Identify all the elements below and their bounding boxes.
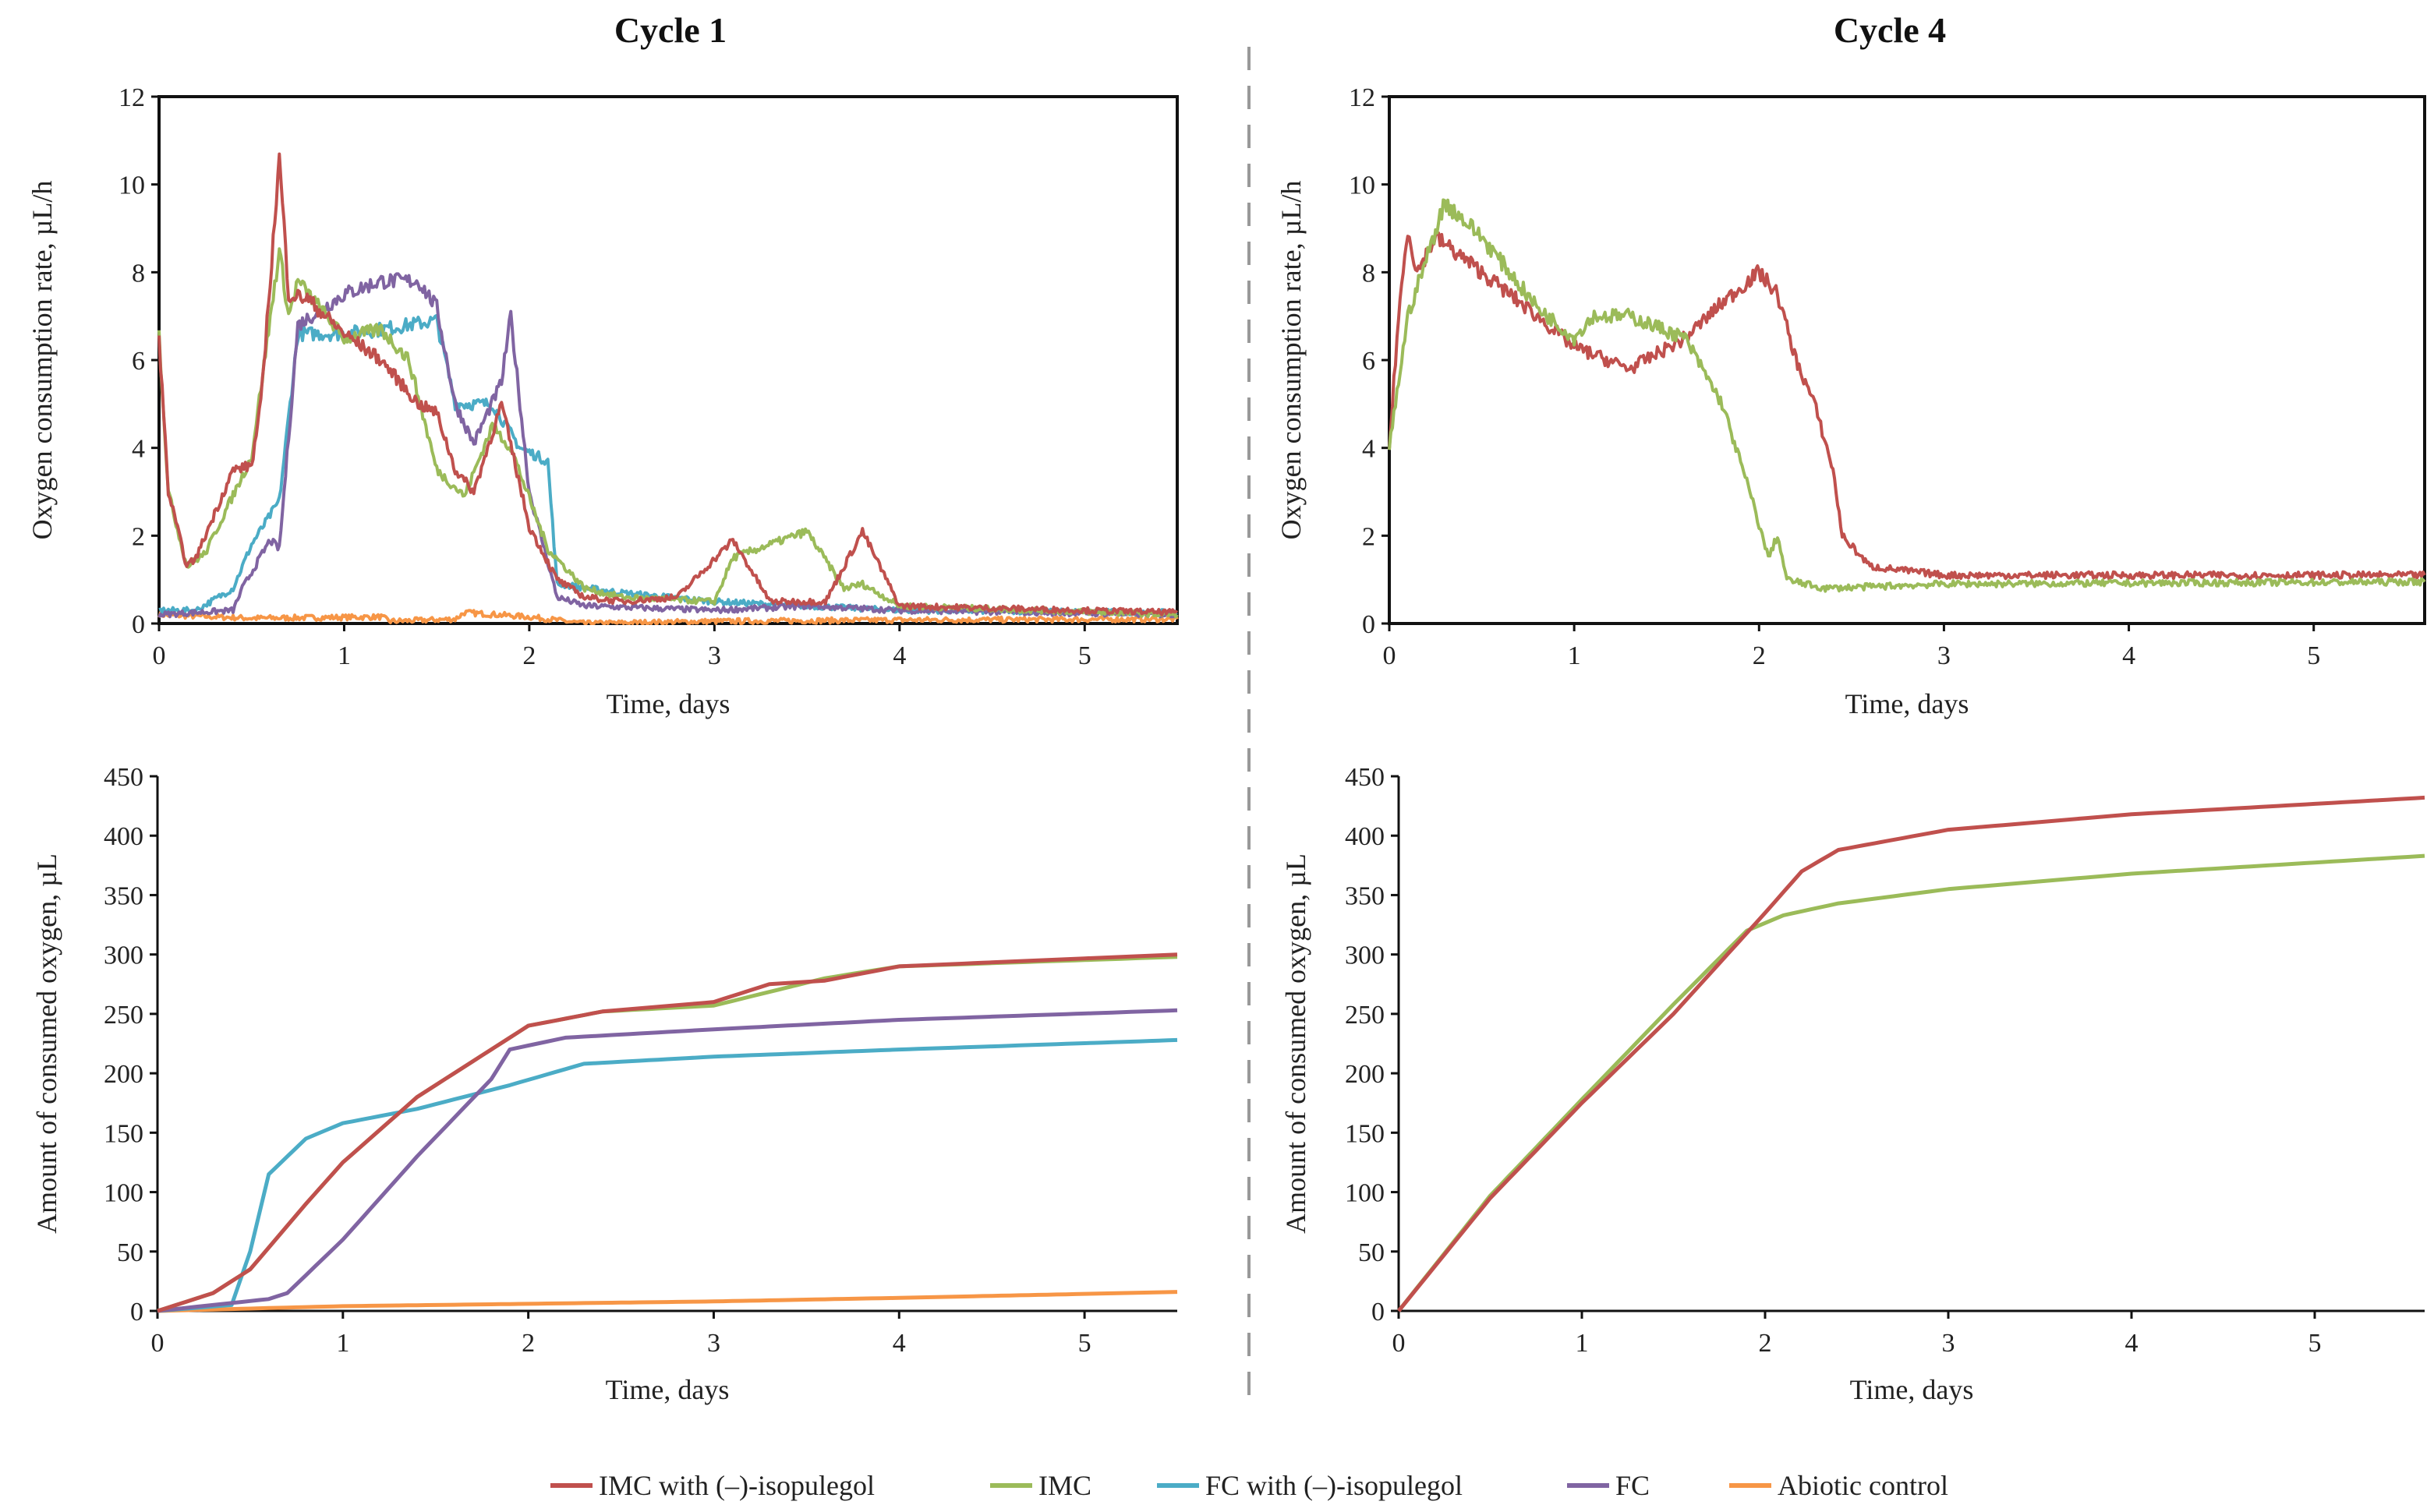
y-tick-label: 450	[1345, 763, 1385, 792]
x-tick-label: 4	[2125, 1329, 2139, 1358]
x-tick-label: 0	[151, 1329, 165, 1358]
y-tick-label: 200	[1345, 1060, 1385, 1089]
x-axis-label: Time, days	[1845, 688, 1969, 719]
y-tick-label: 250	[104, 1001, 143, 1030]
x-tick-label: 2	[1753, 641, 1766, 670]
y-tick-label: 6	[1362, 347, 1375, 376]
chart-c4cum: 0 50 100 150 200 250 300 350 400 450 0 1 2 3 4 5 Time, d…	[1280, 763, 2425, 1405]
series-line-fc-with-isopulegol	[157, 1037, 1178, 1313]
legend-label: IMC with (–)-isopulegol	[599, 1470, 875, 1501]
y-tick-label: 350	[1345, 881, 1385, 910]
y-tick-label: 10	[119, 171, 145, 200]
x-tick-label: 2	[522, 641, 536, 670]
y-tick-label: 150	[104, 1119, 143, 1148]
legend-label: FC	[1615, 1470, 1650, 1501]
title-cycle-1: Cycle 1	[614, 10, 727, 50]
legend-item: IMC with (–)-isopulegol	[550, 1470, 875, 1501]
legend-item: FC	[1567, 1470, 1650, 1501]
y-tick-label: 150	[1345, 1119, 1385, 1148]
legend-item: Abiotic control	[1729, 1470, 1948, 1501]
x-tick-label: 2	[522, 1329, 535, 1358]
y-tick-label: 10	[1349, 171, 1375, 200]
x-axis-label: Time, days	[607, 688, 731, 719]
x-tick-label: 2	[1759, 1329, 1772, 1358]
series-line-imc-with-isopulegol	[1397, 795, 2425, 1312]
legend-label: IMC	[1038, 1470, 1091, 1501]
x-tick-label: 0	[1392, 1329, 1406, 1358]
chart-c1cum: 0 50 100 150 200 250 300 350 400 450 0 1 2 3 4 5 Time, d…	[31, 763, 1178, 1405]
x-tick-label: 5	[1078, 641, 1091, 670]
series-line-imc	[1397, 853, 2425, 1312]
x-axis-label: Time, days	[1850, 1374, 1974, 1405]
y-tick-label: 0	[1371, 1298, 1385, 1327]
y-tick-label: 100	[1345, 1179, 1385, 1208]
y-tick-label: 400	[104, 822, 143, 851]
legend-label: Abiotic control	[1778, 1470, 1948, 1501]
y-tick-label: 2	[132, 522, 145, 551]
y-axis-label: Oxygen consumption rate, µL/h	[1275, 181, 1307, 540]
x-tick-label: 4	[893, 641, 906, 670]
legend: IMC with (–)-isopulegol IMC FC with (–)-is…	[550, 1470, 1948, 1501]
y-tick-label: 300	[1345, 941, 1385, 970]
y-tick-label: 0	[1362, 610, 1375, 639]
x-tick-label: 3	[1942, 1329, 1955, 1358]
legend-item: FC with (–)-isopulegol	[1157, 1470, 1463, 1501]
y-tick-label: 200	[104, 1060, 143, 1089]
x-tick-label: 4	[2122, 641, 2135, 670]
x-axis-label: Time, days	[606, 1374, 730, 1405]
y-tick-label: 400	[1345, 822, 1385, 851]
x-tick-label: 3	[1937, 641, 1951, 670]
series-line-abiotic-control	[157, 1290, 1178, 1313]
y-axis-label: Amount of consumed oxygen, µL	[1280, 853, 1311, 1234]
y-tick-label: 350	[104, 881, 143, 910]
y-tick-label: 8	[132, 259, 145, 288]
y-tick-label: 4	[1362, 435, 1375, 464]
series-line-fc-with-isopulegol	[158, 313, 1178, 617]
series-line-abiotic-control	[157, 609, 1179, 625]
y-tick-label: 12	[1349, 83, 1375, 112]
x-tick-label: 3	[708, 641, 721, 670]
series-line-fc	[157, 1008, 1178, 1313]
x-tick-label: 5	[2307, 641, 2320, 670]
x-tick-label: 3	[707, 1329, 720, 1358]
plot-frame	[157, 95, 1179, 625]
y-tick-label: 0	[132, 610, 145, 639]
title-cycle-4: Cycle 4	[1834, 10, 1946, 50]
y-tick-label: 50	[117, 1238, 143, 1267]
x-tick-label: 5	[1078, 1329, 1091, 1358]
x-tick-label: 1	[336, 1329, 349, 1358]
y-tick-label: 300	[104, 941, 143, 970]
series-line-imc-with-isopulegol	[1388, 231, 2426, 581]
y-tick-label: 2	[1362, 522, 1375, 551]
series-line-imc	[157, 955, 1178, 1313]
series-line-fc	[157, 272, 1179, 619]
series-line-imc-with-isopulegol	[157, 152, 1179, 616]
x-tick-label: 5	[2308, 1329, 2322, 1358]
x-tick-label: 0	[153, 641, 166, 670]
series-line-imc-with-isopulegol	[157, 952, 1178, 1313]
y-tick-label: 100	[104, 1179, 143, 1208]
y-axis-label: Amount of consumed oxygen, µL	[31, 853, 62, 1234]
x-tick-label: 1	[1568, 641, 1581, 670]
y-tick-label: 0	[130, 1298, 143, 1327]
legend-item: IMC	[990, 1470, 1091, 1501]
y-tick-label: 12	[119, 83, 145, 112]
y-tick-label: 250	[1345, 1001, 1385, 1030]
y-tick-label: 8	[1362, 259, 1375, 288]
y-tick-label: 50	[1358, 1238, 1385, 1267]
x-tick-label: 1	[1576, 1329, 1589, 1358]
y-tick-label: 450	[104, 763, 143, 792]
x-tick-label: 0	[1383, 641, 1396, 670]
y-tick-label: 4	[132, 435, 145, 464]
legend-label: FC with (–)-isopulegol	[1205, 1470, 1463, 1501]
x-tick-label: 4	[893, 1329, 906, 1358]
y-axis-label: Oxygen consumption rate, µL/h	[27, 181, 58, 540]
series-line-imc	[1388, 198, 2426, 593]
y-tick-label: 6	[132, 347, 145, 376]
plot-frame	[1388, 95, 2426, 625]
x-tick-label: 1	[338, 641, 351, 670]
